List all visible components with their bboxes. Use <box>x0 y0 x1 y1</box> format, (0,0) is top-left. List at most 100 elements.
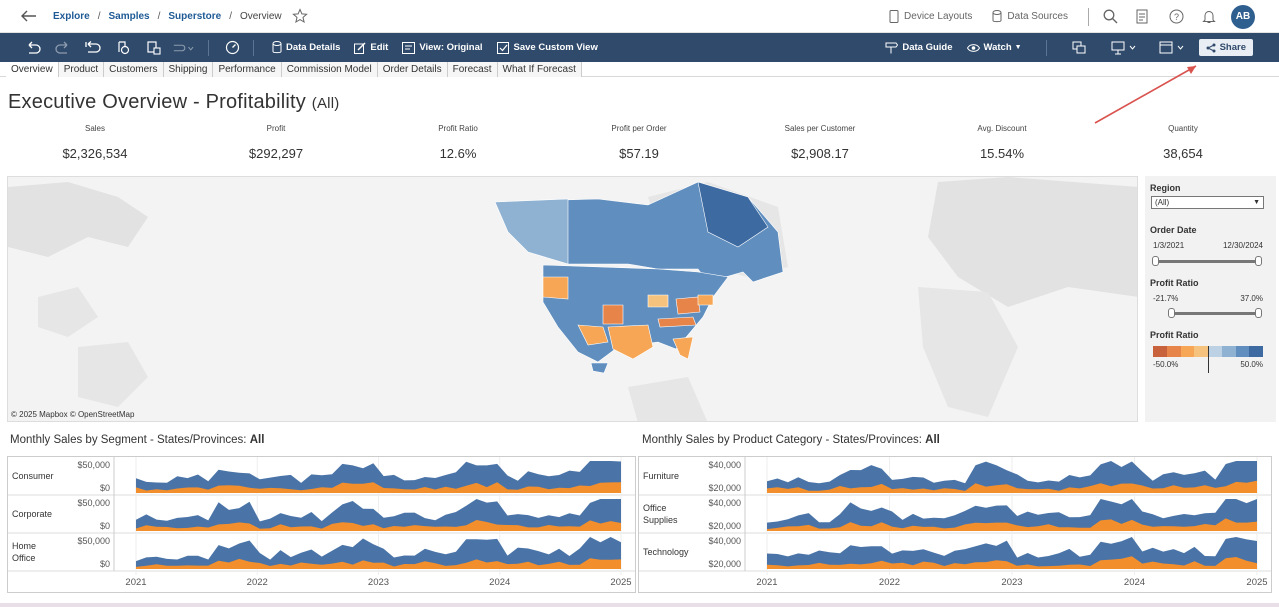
breadcrumb-explore[interactable]: Explore <box>53 10 90 22</box>
tab-customers[interactable]: Customers <box>104 62 164 77</box>
profit-area[interactable] <box>136 558 621 569</box>
view-original-button[interactable]: View: Original <box>402 41 483 54</box>
tab-forecast[interactable]: Forecast <box>447 62 498 77</box>
tab-what-if-forecast[interactable]: What If Forecast <box>497 62 582 77</box>
database-icon <box>992 10 1002 23</box>
save-custom-view-label: Save Custom View <box>513 42 598 53</box>
slider-handle-start[interactable] <box>1168 308 1175 318</box>
present-icon[interactable] <box>1109 37 1141 59</box>
slider-handle-start[interactable] <box>1152 256 1159 266</box>
device-layouts-button[interactable]: Device Layouts <box>889 10 972 23</box>
tab-commission-model[interactable]: Commission Model <box>281 62 378 77</box>
kpi-quantity[interactable]: Quantity 38,654 <box>1103 124 1263 161</box>
region-canada-east[interactable] <box>697 181 769 248</box>
profit-ratio-legend-label: Profit Ratio <box>1150 330 1199 340</box>
help-icon[interactable]: ? <box>1167 8 1185 26</box>
device-layouts-label: Device Layouts <box>904 11 973 22</box>
profit-area[interactable] <box>767 556 1257 569</box>
profit-area[interactable] <box>136 520 621 531</box>
y-tick-label: $20,000 <box>708 559 741 569</box>
undo-icon[interactable] <box>22 37 44 59</box>
slider-handle-end[interactable] <box>1255 256 1262 266</box>
legend-max: 50.0% <box>1240 360 1263 369</box>
favorite-star-icon[interactable] <box>291 8 308 24</box>
region-pennsylvania[interactable] <box>697 294 714 306</box>
refresh-data-icon[interactable] <box>112 37 134 59</box>
download-icon[interactable] <box>1157 37 1189 59</box>
profit-area[interactable] <box>136 482 621 493</box>
region-colorado[interactable] <box>602 304 624 325</box>
comments-icon[interactable] <box>1069 37 1091 59</box>
region-arizona[interactable] <box>577 324 609 346</box>
region-mexico[interactable] <box>590 362 609 374</box>
region-canada-west[interactable] <box>494 198 569 265</box>
signpost-icon <box>885 42 899 54</box>
revert-icon[interactable] <box>82 37 104 59</box>
y-tick-label: $50,000 <box>77 460 110 470</box>
tab-performance[interactable]: Performance <box>213 62 282 77</box>
segment-chart[interactable]: Consumer $50,000 $0 Corporate $50,000 $0 Home O… <box>7 456 636 593</box>
device-icon <box>889 10 899 23</box>
sales-area[interactable] <box>136 499 621 531</box>
edit-button[interactable]: Edit <box>354 42 388 54</box>
annotation-arrow <box>1094 65 1197 124</box>
tab-overview[interactable]: Overview <box>6 62 59 77</box>
tab-order-details[interactable]: Order Details <box>377 62 448 77</box>
save-custom-view-button[interactable]: Save Custom View <box>496 41 598 54</box>
kpi-profit[interactable]: Profit $292,297 <box>196 124 356 161</box>
row-category-label: Consumer <box>12 471 54 481</box>
data-guide-button[interactable]: Data Guide <box>885 41 953 54</box>
breadcrumb-separator: / <box>97 10 101 22</box>
tab-product[interactable]: Product <box>58 62 105 77</box>
region-florida[interactable] <box>672 336 694 360</box>
data-sources-button[interactable]: Data Sources <box>992 10 1068 23</box>
region-tennessee[interactable] <box>657 316 697 328</box>
pause-updates-icon[interactable] <box>142 37 164 59</box>
kpi-sales[interactable]: Sales $2,326,534 <box>15 124 175 161</box>
breadcrumb-samples[interactable]: Samples <box>108 10 150 22</box>
data-details-button[interactable]: Data Details <box>272 41 340 54</box>
profit-area[interactable] <box>767 518 1257 531</box>
back-arrow-icon[interactable] <box>19 6 39 26</box>
category-chart[interactable]: Furniture $40,000 $20,000 Office Supplies $40… <box>638 456 1272 593</box>
order-date-label: Order Date <box>1150 225 1197 235</box>
profit-map[interactable]: © 2025 Mapbox © OpenStreetMap <box>7 176 1138 422</box>
replay-animation-icon[interactable] <box>172 37 194 59</box>
kpi-avg-discount[interactable]: Avg. Discount 15.54% <box>922 124 1082 161</box>
redo-icon[interactable] <box>52 37 74 59</box>
metrics-gauge-icon[interactable] <box>221 37 243 59</box>
region-select[interactable]: (All) ▼ <box>1151 196 1264 209</box>
slider-handle-end[interactable] <box>1255 308 1262 318</box>
dashboard-title-text: Executive Overview - Profitability <box>8 91 307 113</box>
notes-icon[interactable] <box>1134 8 1152 26</box>
breadcrumb-current: Overview <box>239 10 282 22</box>
category-chart-title: Monthly Sales by Product Category - Stat… <box>642 434 940 446</box>
region-texas[interactable] <box>607 324 654 360</box>
tab-shipping[interactable]: Shipping <box>163 62 214 77</box>
breadcrumb-superstore[interactable]: Superstore <box>168 10 222 22</box>
notifications-bell-icon[interactable] <box>1200 8 1218 26</box>
chevron-down-icon: ▼ <box>1253 199 1260 206</box>
search-icon[interactable] <box>1101 8 1119 26</box>
kpi-profit-per-order[interactable]: Profit per Order $57.19 <box>559 124 719 161</box>
share-label: Share <box>1219 42 1246 53</box>
kpi-profit-ratio[interactable]: Profit Ratio 12.6% <box>378 124 538 161</box>
profit-area[interactable] <box>767 480 1257 493</box>
view-original-label: View: Original <box>419 42 483 53</box>
kpi-label: Sales per Customer <box>784 124 856 133</box>
order-date-slider[interactable] <box>1152 256 1262 266</box>
order-date-start: 1/3/2021 <box>1153 241 1185 250</box>
x-tick-label: 2021 <box>756 577 777 588</box>
sales-area[interactable] <box>136 537 621 569</box>
data-guide-label: Data Guide <box>902 42 953 53</box>
kpi-sales-per-customer[interactable]: Sales per Customer $2,908.17 <box>740 124 900 161</box>
region-oregon[interactable] <box>542 276 569 300</box>
share-button[interactable]: Share <box>1198 39 1253 56</box>
row-category-label: Furniture <box>643 471 679 481</box>
user-avatar[interactable]: AB <box>1231 4 1255 29</box>
profit-ratio-slider[interactable] <box>1168 308 1262 318</box>
watch-button[interactable]: Watch ▼ <box>966 42 1022 53</box>
region-ohio[interactable] <box>675 296 701 315</box>
region-illinois[interactable] <box>647 294 669 308</box>
y-tick-label: $0 <box>100 521 110 531</box>
